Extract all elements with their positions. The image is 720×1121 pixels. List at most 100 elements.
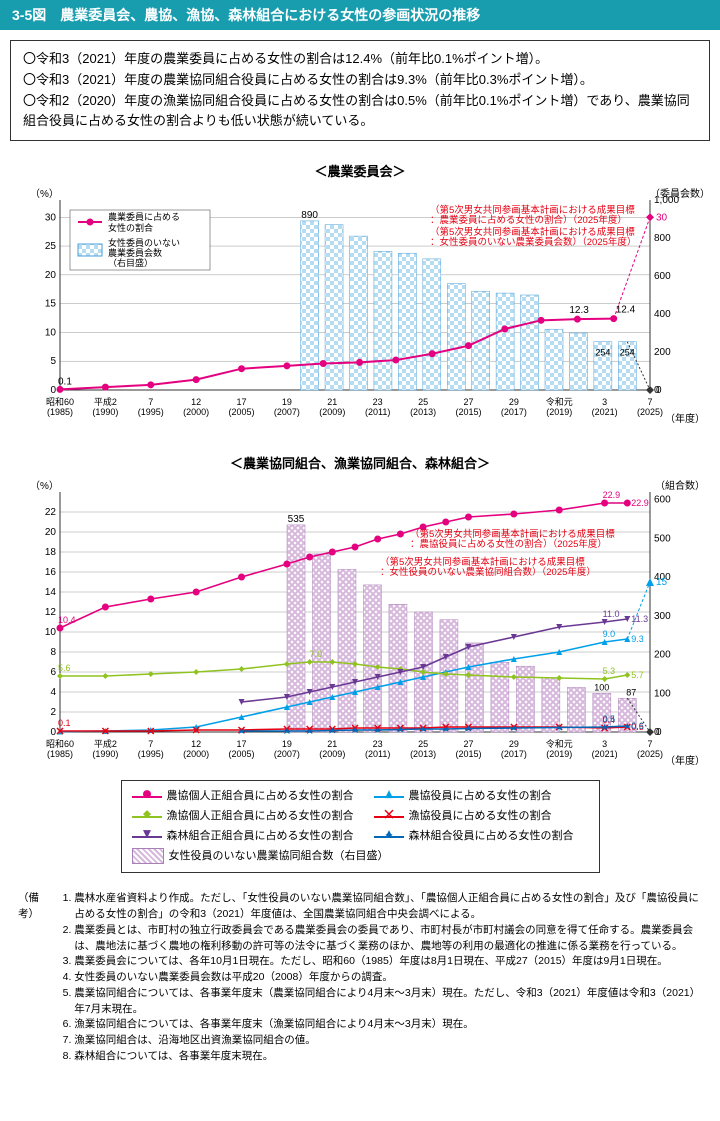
svg-text:15: 15 [45,299,57,310]
svg-text:100: 100 [654,688,671,699]
svg-text:21: 21 [327,397,337,407]
svg-text:(1985): (1985) [47,407,73,417]
svg-text:：女性委員のいない農業委員会数）（2025年度）: ：女性委員のいない農業委員会数）（2025年度） [430,236,636,248]
note-item: 農業協同組合については、各事業年度末（農業協同組合により4月末～3月末）現在。た… [74,986,699,1018]
svg-text:(2015): (2015) [455,749,481,759]
svg-text:0.1: 0.1 [58,718,71,728]
svg-text:0: 0 [656,385,662,396]
chart2: 02468101214161820220100200300400500600（%… [10,477,710,770]
svg-text:昭和60: 昭和60 [46,397,74,407]
svg-text:15: 15 [656,577,668,588]
svg-text:12: 12 [45,607,57,618]
svg-text:(2025): (2025) [637,407,663,417]
svg-text:890: 890 [301,210,318,221]
svg-text:11.3: 11.3 [631,614,648,624]
svg-text:(2021): (2021) [592,407,618,417]
summary-box: 〇令和3（2021）年度の農業委員に占める女性の割合は12.4%（前年比0.1%… [10,40,710,141]
svg-text:9.3: 9.3 [631,634,644,644]
summary-line-1: 〇令和3（2021）年度の農業委員に占める女性の割合は12.4%（前年比0.1%… [23,49,697,70]
svg-text:6: 6 [50,667,56,678]
svg-text:令和元: 令和元 [546,738,573,749]
svg-text:10.4: 10.4 [58,615,76,625]
svg-text:（%）: （%） [30,480,59,492]
svg-text:(2007): (2007) [274,749,300,759]
svg-text:22: 22 [45,507,57,518]
chart2-svg: 02468101214161820220100200300400500600（%… [10,477,710,767]
svg-text:25: 25 [45,241,57,252]
svg-text:21: 21 [327,739,337,749]
svg-text:2: 2 [50,707,56,718]
svg-text:7: 7 [148,397,153,407]
svg-text:16: 16 [45,567,57,578]
svg-text:600: 600 [654,271,671,282]
note-item: 女性委員のいない農業委員会数は平成20（2008）年度からの調査。 [74,970,699,986]
svg-text:3: 3 [602,739,607,749]
legend-item: 農協個人正組合員に占める女性の割合 [167,787,354,807]
svg-text:87: 87 [626,688,636,698]
svg-text:7.0: 7.0 [310,649,323,659]
legend-item: 森林組合正組合員に占める女性の割合 [167,827,354,847]
svg-text:(2011): (2011) [365,407,390,417]
svg-text:(1990): (1990) [92,749,118,759]
svg-text:30: 30 [45,212,57,223]
svg-text:3: 3 [602,397,607,407]
summary-line-3: 〇令和2（2020）年度の漁業協同組合役員に占める女性の割合は0.5%（前年比0… [23,91,697,133]
svg-text:0.5: 0.5 [603,714,616,724]
note-item: 漁業協同組合は、沿海地区出資漁業協同組合の値。 [74,1033,699,1049]
svg-text:25: 25 [418,739,428,749]
svg-text:12: 12 [191,739,201,749]
legend-item: 漁協個人正組合員に占める女性の割合 [167,807,354,827]
chart2-title: ＜農業協同組合、漁業協同組合、森林組合＞ [10,453,710,472]
svg-text:600: 600 [654,495,671,506]
svg-text:農業委員会数: 農業委員会数 [108,247,162,258]
svg-text:(2017): (2017) [501,407,527,417]
svg-text:27: 27 [463,397,473,407]
figure-title: 3-5図 農業委員会、農協、漁協、森林組合における女性の参画状況の推移 [0,0,720,30]
svg-text:(2007): (2007) [274,407,300,417]
svg-text:（組合数）: （組合数） [655,479,705,492]
notes-header: （備考） [17,890,53,1065]
svg-text:18: 18 [45,547,57,558]
note-item: 漁業協同組合については、各事業年度末（漁業協同組合により4月末～3月末）現在。 [74,1017,699,1033]
svg-text:0: 0 [50,727,56,738]
svg-text:5.6: 5.6 [58,663,71,673]
svg-text:7: 7 [647,397,652,407]
svg-text:12.4: 12.4 [616,305,636,316]
svg-text:20: 20 [45,527,57,538]
svg-text:29: 29 [509,397,519,407]
chart1-title: ＜農業委員会＞ [10,161,710,180]
svg-text:：女性役員のいない農業協同組合数）（2025年度）: ：女性役員のいない農業協同組合数）（2025年度） [380,566,596,578]
svg-text:800: 800 [654,233,671,244]
legend-item: 女性役員のいない農業協同組合数（右目盛） [169,847,389,867]
legend-item: 森林組合役員に占める女性の割合 [409,827,574,847]
svg-text:5.7: 5.7 [631,670,644,680]
svg-text:（年度）: （年度） [665,412,705,425]
svg-text:（年度）: （年度） [665,754,705,767]
svg-text:17: 17 [237,397,247,407]
svg-text:22.9: 22.9 [603,490,621,500]
svg-text:令和元: 令和元 [546,396,573,407]
svg-text:14: 14 [45,587,57,598]
legend-item: 漁協役員に占める女性の割合 [409,807,552,827]
svg-text:19: 19 [282,397,292,407]
svg-text:(2009): (2009) [319,749,345,759]
summary-line-2: 〇令和3（2021）年度の農業協同組合役員に占める女性の割合は9.3%（前年比0… [23,70,697,91]
svg-text:平成2: 平成2 [94,396,117,407]
svg-text:254: 254 [595,348,610,358]
svg-text:400: 400 [654,309,671,320]
svg-text:23: 23 [373,739,383,749]
notes: （備考） 農林水産省資料より作成。ただし、「女性役員のいない農業協同組合数」、「… [15,888,705,1067]
note-item: 農業委員会については、各年10月1日現在。ただし、昭和60（1985）年度は8月… [74,954,699,970]
svg-text:0: 0 [50,385,56,396]
note-item: 農業委員とは、市町村の独立行政委員会である農業委員会の委員であり、市町村長が市町… [74,923,699,955]
svg-text:22.9: 22.9 [631,498,649,508]
svg-text:昭和60: 昭和60 [46,739,74,749]
svg-text:女性の割合: 女性の割合 [108,222,153,233]
svg-text:(2021): (2021) [592,749,618,759]
svg-text:(2000): (2000) [183,749,209,759]
svg-text:(2005): (2005) [229,407,255,417]
svg-text:(2013): (2013) [410,407,436,417]
svg-text:20: 20 [45,270,57,281]
svg-text:(2017): (2017) [501,749,527,759]
svg-text:(2011): (2011) [365,749,390,759]
